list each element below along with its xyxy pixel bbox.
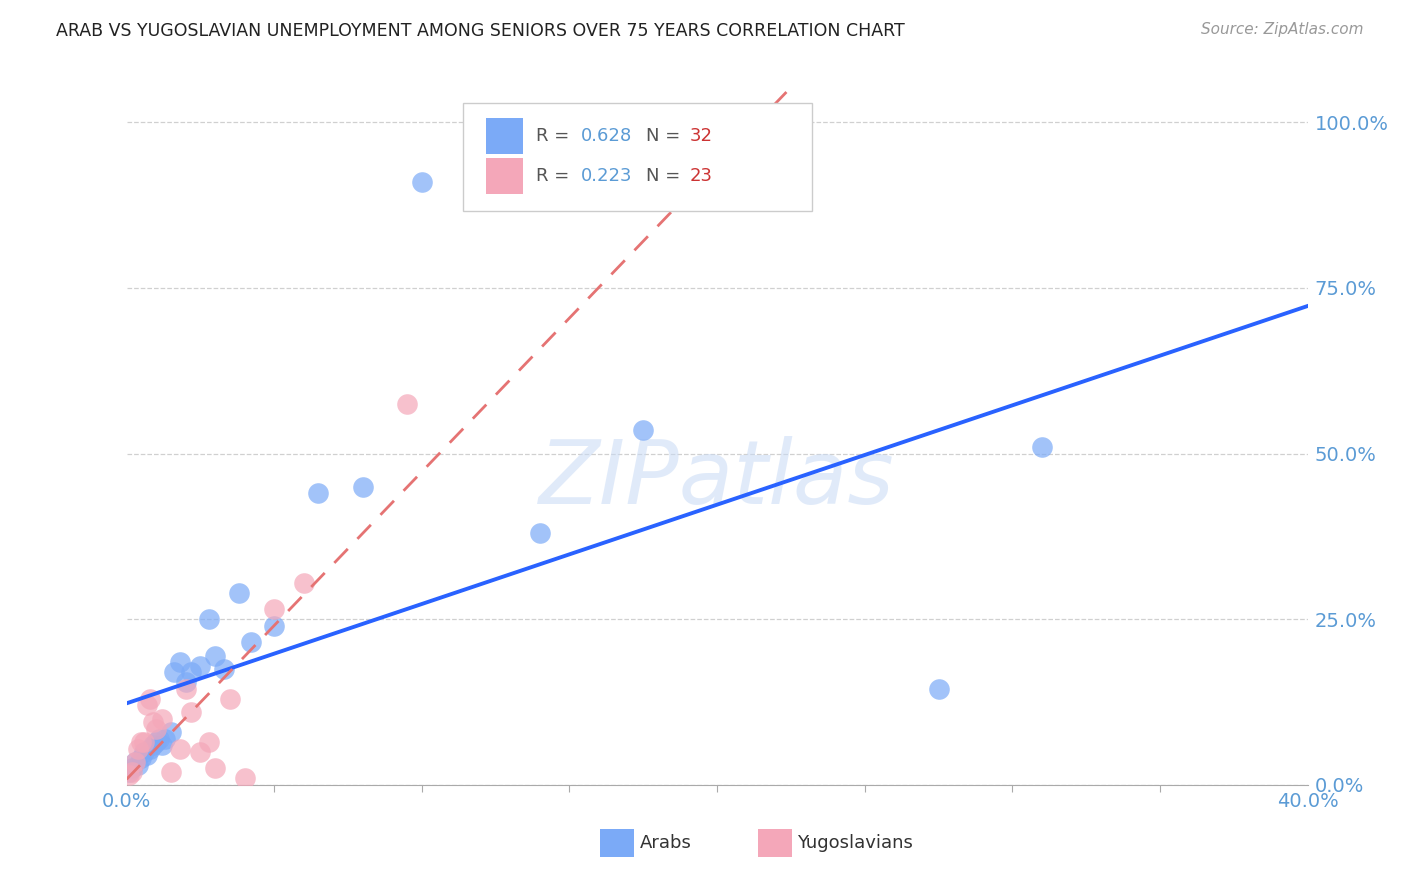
Point <box>307 486 329 500</box>
Point <box>188 658 211 673</box>
Text: R =: R = <box>536 127 575 145</box>
Point <box>198 735 221 749</box>
Point <box>118 764 141 779</box>
Text: N =: N = <box>647 167 686 186</box>
Text: 0.223: 0.223 <box>581 167 633 186</box>
Point <box>136 748 159 763</box>
Point <box>121 764 143 779</box>
Text: 23: 23 <box>690 167 713 186</box>
Point <box>145 735 167 749</box>
Point <box>352 480 374 494</box>
Point <box>212 662 235 676</box>
Point <box>148 731 170 746</box>
Text: Arabs: Arabs <box>640 834 692 852</box>
Point <box>136 698 159 713</box>
Point <box>124 755 146 769</box>
FancyBboxPatch shape <box>758 829 792 857</box>
Text: ARAB VS YUGOSLAVIAN UNEMPLOYMENT AMONG SENIORS OVER 75 YEARS CORRELATION CHART: ARAB VS YUGOSLAVIAN UNEMPLOYMENT AMONG S… <box>56 22 905 40</box>
Text: 0.628: 0.628 <box>581 127 633 145</box>
Point <box>292 575 315 590</box>
Point <box>129 751 153 765</box>
FancyBboxPatch shape <box>485 158 523 194</box>
Point <box>174 675 197 690</box>
Point <box>163 665 186 680</box>
Point <box>139 691 162 706</box>
Point <box>159 764 183 779</box>
Point <box>134 745 156 759</box>
Point <box>228 586 250 600</box>
Point <box>129 735 153 749</box>
Point <box>928 681 950 696</box>
Point <box>150 712 173 726</box>
Point <box>142 714 165 729</box>
Point <box>150 738 173 752</box>
Point <box>142 738 165 752</box>
Point <box>198 612 221 626</box>
Point <box>169 741 191 756</box>
Point <box>180 665 202 680</box>
Point <box>204 761 226 775</box>
Point <box>124 755 146 769</box>
Text: R =: R = <box>536 167 575 186</box>
Point <box>233 772 256 786</box>
FancyBboxPatch shape <box>485 118 523 154</box>
Point <box>529 526 551 541</box>
FancyBboxPatch shape <box>463 103 811 211</box>
Point <box>219 691 242 706</box>
FancyBboxPatch shape <box>600 829 634 857</box>
Text: 32: 32 <box>690 127 713 145</box>
Point <box>180 705 202 719</box>
Text: N =: N = <box>647 127 686 145</box>
Point <box>411 175 433 189</box>
Text: ZIPatlas: ZIPatlas <box>540 436 894 522</box>
Point <box>188 745 211 759</box>
Point <box>127 758 149 772</box>
Point <box>263 619 285 633</box>
Point <box>204 648 226 663</box>
Point <box>121 761 143 775</box>
Point <box>174 681 197 696</box>
Point <box>145 722 167 736</box>
Point <box>169 656 191 670</box>
Point <box>118 768 141 782</box>
Point <box>153 731 176 746</box>
Point <box>139 741 162 756</box>
Point <box>263 602 285 616</box>
Point <box>159 725 183 739</box>
Point <box>127 741 149 756</box>
Text: Source: ZipAtlas.com: Source: ZipAtlas.com <box>1201 22 1364 37</box>
Point <box>396 397 419 411</box>
Point <box>134 735 156 749</box>
Point <box>1031 440 1053 454</box>
Point <box>239 635 262 649</box>
Point <box>631 424 654 438</box>
Text: Yugoslavians: Yugoslavians <box>797 834 912 852</box>
